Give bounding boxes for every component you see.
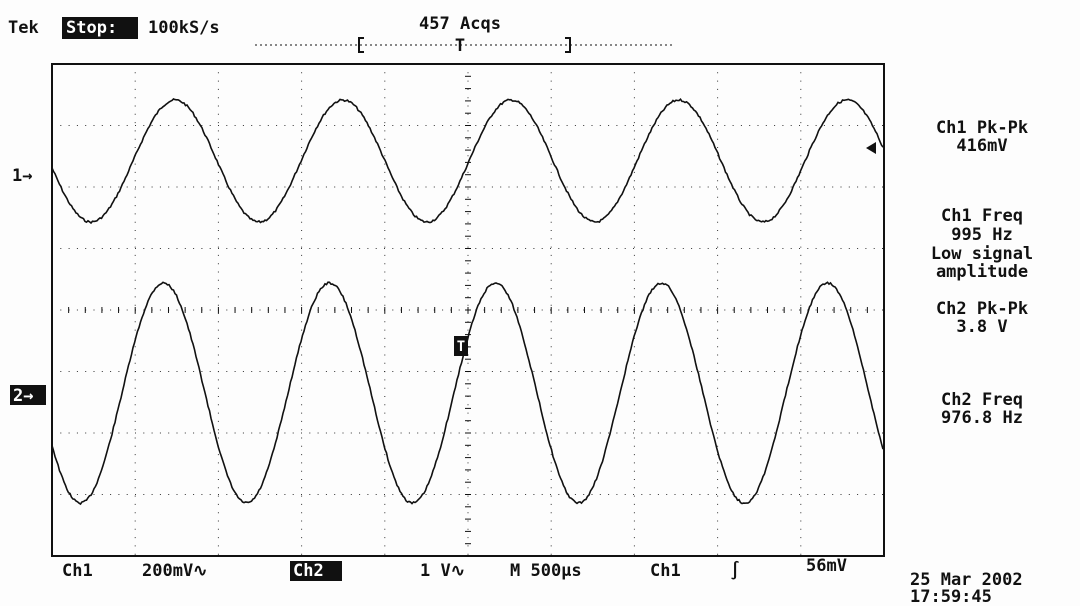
graticule: [51, 63, 885, 556]
status: Stop:: [66, 18, 117, 38]
trigger-position: T: [455, 36, 465, 56]
ch1-marker: 1→: [12, 166, 32, 186]
trigger-level: 56mV: [806, 556, 847, 576]
readout-value: 3.8 V: [956, 317, 1007, 337]
trigger-slope: ∫: [730, 560, 740, 581]
readout-note: amplitude: [936, 262, 1028, 282]
ch2-marker-box: [10, 385, 46, 405]
ch2-scale: 1 V∿: [420, 561, 465, 581]
readout-label: Ch2 Pk-Pk: [936, 299, 1028, 319]
readout-label: Ch2 Freq: [941, 390, 1023, 410]
ch1-label: Ch1: [62, 561, 93, 581]
ch2-marker: 2→: [13, 386, 33, 406]
trigger-marker-box: [454, 336, 468, 356]
readout-value: 976.8 Hz: [941, 408, 1023, 428]
ch2-label: Ch2: [293, 561, 324, 581]
date: 25 Mar 2002: [910, 570, 1023, 590]
time: 17:59:45: [910, 587, 992, 606]
brand: Tek: [8, 18, 39, 38]
record-window: [358, 37, 571, 53]
readout-value: 416mV: [956, 136, 1007, 156]
readout-note: Low signal: [931, 244, 1033, 264]
sample-rate: 100kS/s: [148, 18, 220, 38]
trigger-marker: T: [457, 339, 465, 355]
acquisitions: 457 Acqs: [419, 14, 501, 34]
status-box: [62, 17, 138, 39]
ch1-scale: 200mV∿: [142, 561, 207, 581]
timebase: M 500µs: [510, 561, 582, 581]
ch1-trace: [51, 97, 884, 225]
trigger-source: Ch1: [650, 561, 681, 581]
trigger-level-arrow: [866, 142, 876, 154]
screen-frame: [51, 63, 885, 557]
readout-value: 995 Hz: [951, 225, 1012, 245]
readout-label: Ch1 Freq: [941, 206, 1023, 226]
readout-label: Ch1 Pk-Pk: [936, 118, 1028, 138]
ch2-label-box: [290, 561, 342, 581]
